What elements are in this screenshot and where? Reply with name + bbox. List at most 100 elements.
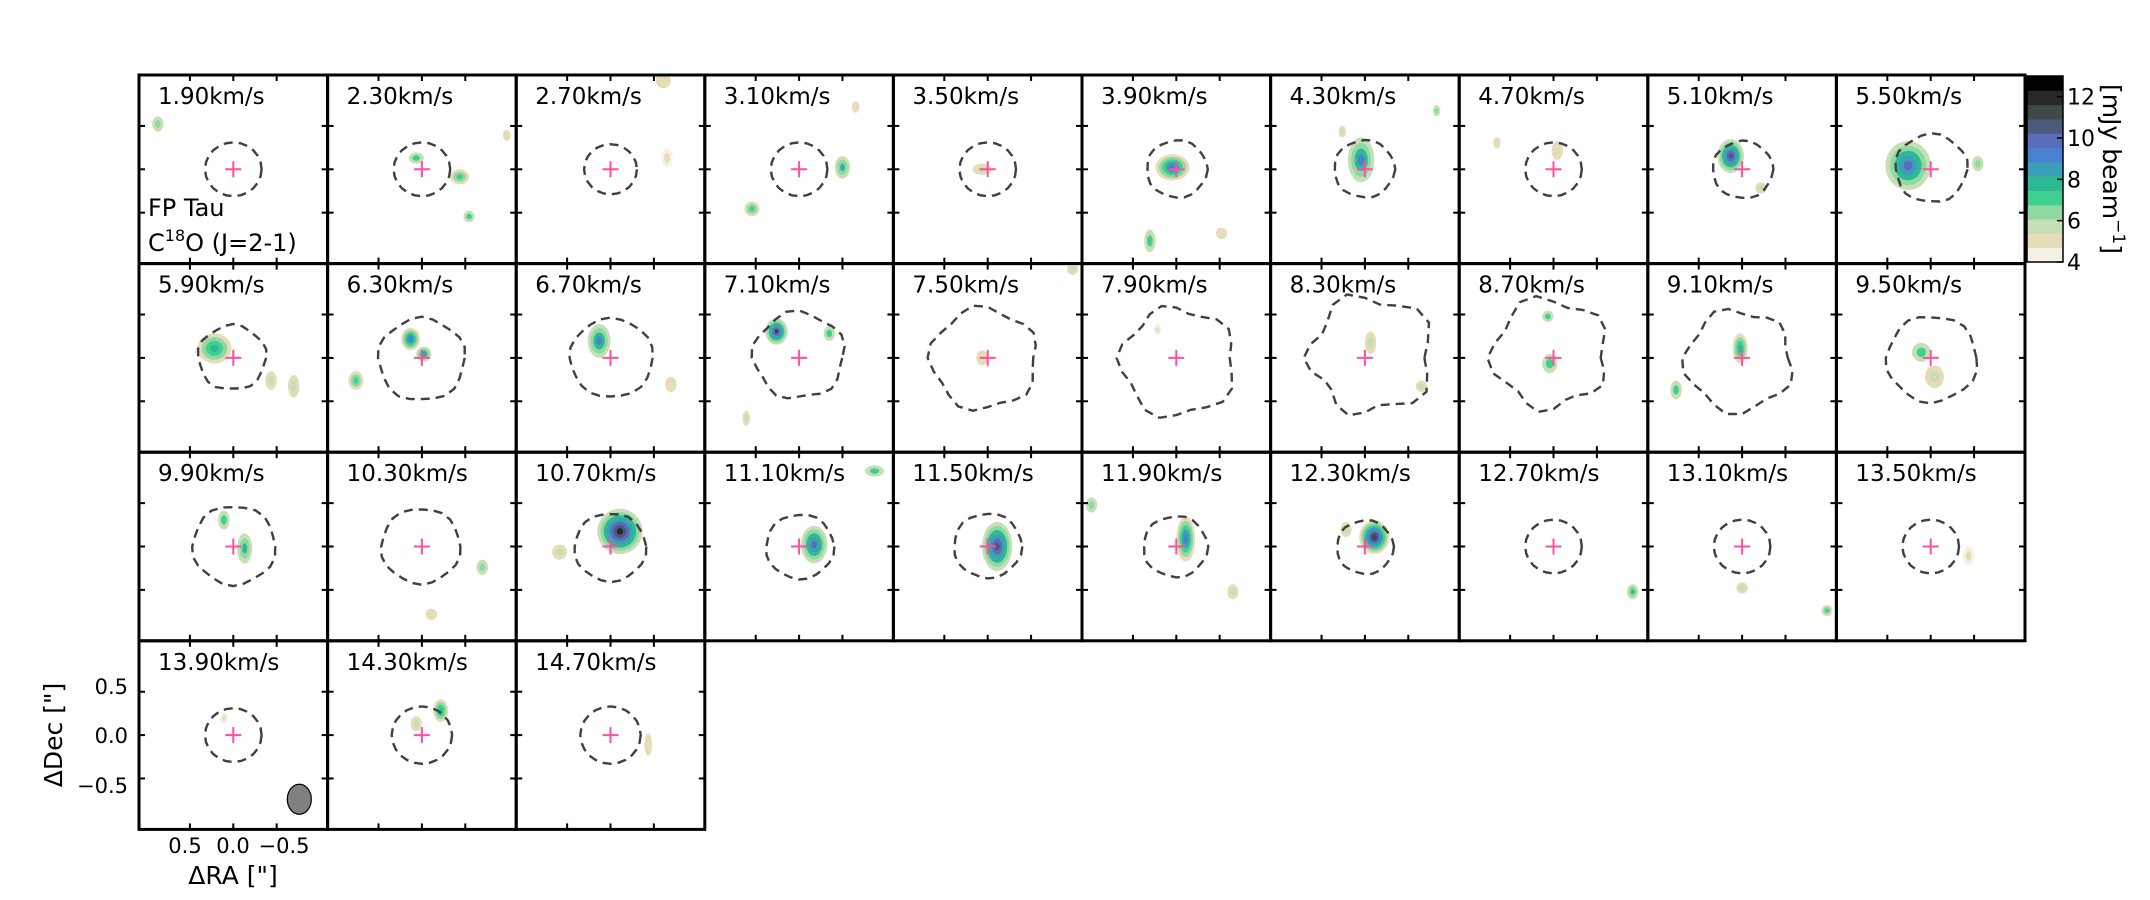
source-position-marker	[602, 161, 619, 178]
source-position-marker	[1356, 161, 1373, 178]
emission-contour	[1357, 154, 1365, 166]
emission-contour	[1554, 145, 1561, 156]
source-position-marker	[791, 538, 808, 555]
velocity-label: 5.50km/s	[1855, 84, 1962, 110]
velocity-label: 12.30km/s	[1290, 461, 1411, 487]
velocity-label: 10.70km/s	[535, 461, 656, 487]
emission-contour	[268, 375, 274, 386]
colorbar: 4 6 8 10 12 [mJy beam−1]	[2026, 75, 2128, 276]
source-position-marker	[225, 349, 242, 366]
emission-contour	[1069, 266, 1076, 273]
emission-contour	[1147, 235, 1153, 247]
source-position-marker	[413, 349, 430, 366]
emission-contour	[479, 563, 486, 572]
velocity-label: 11.10km/s	[724, 461, 845, 487]
channel-panel: 12.30km/s	[1269, 450, 1461, 643]
emission-contour	[1916, 347, 1926, 357]
channel-panel: 9.50km/s	[1834, 262, 2027, 454]
colorbar-band	[2027, 233, 2063, 249]
emission-contour	[596, 336, 603, 346]
velocity-label: 14.70km/s	[535, 650, 656, 676]
panel-ticks	[516, 640, 705, 830]
emission-contour	[1728, 153, 1733, 159]
x-axis-label: ΔRA ["]	[188, 861, 278, 890]
mask-contour	[1302, 293, 1431, 417]
source-position-marker	[1734, 161, 1751, 178]
source-position-marker	[1545, 349, 1562, 366]
panel-emission	[392, 129, 511, 223]
emission-contour	[1088, 501, 1095, 509]
channel-panel: 3.10km/s	[703, 73, 895, 266]
source-position-marker	[1922, 538, 1939, 555]
emission-contour	[210, 344, 219, 353]
channel-panel: 12.70km/s	[1457, 450, 1650, 643]
emission-contour	[1545, 313, 1551, 320]
emission-contour	[353, 377, 359, 384]
colorbar-band	[2027, 133, 2063, 149]
mask-contour	[1711, 139, 1775, 199]
colorbar-band	[2027, 204, 2063, 220]
source-position-marker	[1734, 349, 1751, 366]
panel-emission	[1885, 131, 1984, 203]
emission-contour	[1929, 371, 1940, 383]
velocity-label: 10.30km/s	[347, 461, 468, 487]
emission-contour	[1758, 185, 1764, 191]
channel-panel: 6.30km/s	[326, 262, 518, 454]
colorbar-band	[2027, 161, 2063, 177]
emission-contour	[1825, 608, 1829, 613]
colorbar-band	[2027, 104, 2063, 120]
panel-emission	[1333, 105, 1441, 199]
emission-contour	[408, 336, 413, 342]
emission-contour	[1230, 587, 1236, 596]
channel-panel: 9.10km/s	[1646, 262, 1838, 454]
velocity-label: 4.30km/s	[1290, 84, 1397, 110]
panel-emission	[582, 75, 673, 196]
y-axis-label: ΔDec ["]	[39, 683, 68, 787]
channel-panel: 5.50km/s	[1834, 73, 2027, 266]
channel-panel: 14.30km/s	[326, 639, 518, 831]
source-position-marker	[979, 161, 996, 178]
panel-emission	[1115, 304, 1234, 420]
channel-panel: 3.90km/s	[1080, 73, 1273, 266]
panel-emission	[190, 505, 277, 588]
emission-contour	[1434, 108, 1439, 114]
velocity-label: 4.70km/s	[1478, 84, 1585, 110]
source-position-marker	[791, 349, 808, 366]
colorbar-tick-label: 12	[2067, 86, 2095, 111]
source-position-marker	[1922, 161, 1939, 178]
source-name: FP Tau	[148, 194, 225, 222]
y-tick-label: 0.0	[95, 724, 128, 748]
source-position-marker	[413, 161, 430, 178]
emission-contour	[869, 468, 880, 474]
y-tick-label: 0.5	[95, 675, 128, 699]
colorbar-band	[2027, 147, 2063, 163]
emission-contour	[413, 720, 420, 728]
channel-panel: 8.30km/s	[1269, 262, 1461, 454]
panel-emission	[1302, 293, 1431, 417]
channel-panel: 13.90km/s	[137, 639, 330, 831]
channel-panel: 10.30km/s	[326, 450, 518, 643]
velocity-label: 9.90km/s	[158, 461, 265, 487]
source-position-marker	[1356, 349, 1373, 366]
mask-contour	[376, 315, 466, 401]
emission-contour	[616, 528, 624, 535]
emission-contour	[1367, 337, 1374, 349]
emission-contour	[1739, 585, 1745, 591]
emission-contour	[1218, 230, 1225, 237]
panel-emission	[379, 508, 488, 621]
axes-labels: 0.5 0.0 −0.5 ΔRA ["] 0.5 0.0 −0.5 ΔDec […	[39, 675, 310, 890]
colorbar-label-close: ]	[2097, 244, 2126, 254]
emission-contour	[1673, 385, 1679, 395]
mask-contour	[1884, 315, 1979, 405]
emission-contour	[1418, 383, 1425, 390]
source-position-marker	[602, 538, 619, 555]
mask-contour	[1146, 139, 1210, 199]
line-name-isotope: 18	[165, 226, 185, 245]
line-name-prefix: C	[148, 229, 165, 257]
emission-contour	[466, 213, 472, 220]
x-tick-label: 0.0	[216, 834, 249, 858]
emission-contour	[664, 153, 670, 163]
emission-contour	[1903, 160, 1913, 171]
